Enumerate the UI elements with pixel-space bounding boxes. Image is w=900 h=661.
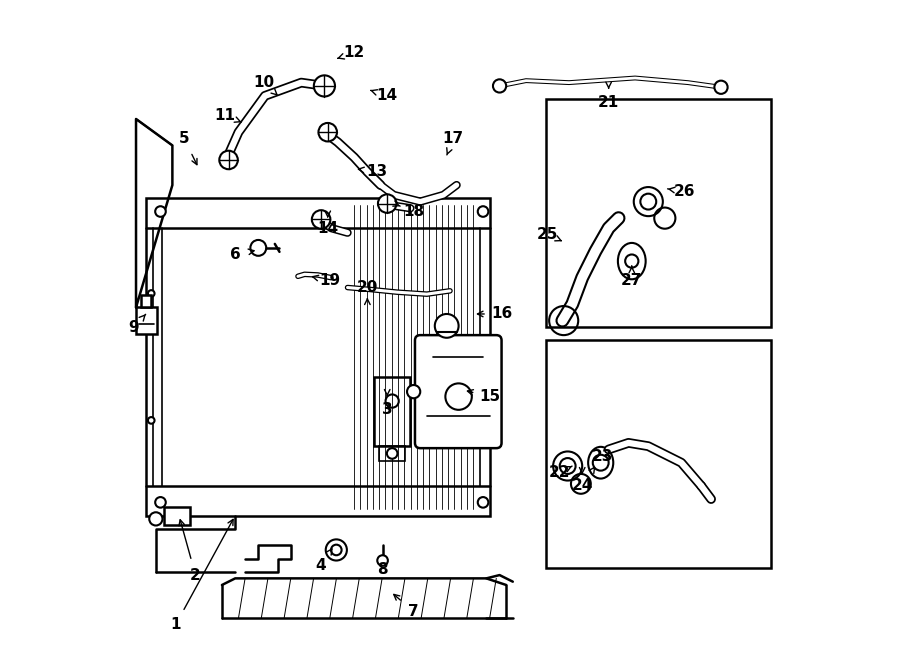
Circle shape [326, 539, 346, 561]
Text: 24: 24 [572, 479, 593, 493]
Text: 11: 11 [215, 108, 236, 123]
Text: 15: 15 [479, 389, 500, 404]
Circle shape [387, 448, 398, 459]
Bar [374, 377, 410, 446]
Circle shape [220, 151, 238, 169]
Circle shape [560, 458, 576, 474]
Bar [165, 507, 190, 525]
Bar [379, 446, 405, 461]
Circle shape [155, 206, 166, 217]
Circle shape [377, 555, 388, 566]
Text: 21: 21 [598, 95, 619, 110]
Circle shape [148, 417, 155, 424]
Text: 8: 8 [377, 563, 388, 577]
Circle shape [478, 206, 489, 217]
Text: 23: 23 [591, 449, 613, 463]
Circle shape [319, 123, 337, 141]
Text: 2: 2 [190, 568, 201, 582]
Text: 22: 22 [548, 465, 570, 480]
Text: 26: 26 [674, 184, 696, 199]
Text: 7: 7 [409, 604, 419, 619]
Circle shape [149, 512, 163, 525]
Bar [136, 307, 158, 334]
Text: 20: 20 [356, 280, 378, 295]
Circle shape [331, 545, 342, 555]
Circle shape [715, 81, 727, 94]
Circle shape [641, 194, 656, 210]
Text: 16: 16 [491, 307, 512, 321]
Text: 12: 12 [344, 46, 364, 60]
Text: 14: 14 [317, 221, 338, 235]
Text: 27: 27 [621, 274, 643, 288]
Text: 6: 6 [230, 247, 240, 262]
Text: 18: 18 [403, 204, 424, 219]
Circle shape [148, 290, 155, 297]
Circle shape [435, 314, 459, 338]
Circle shape [378, 194, 397, 213]
Text: 25: 25 [537, 227, 559, 242]
Text: 3: 3 [382, 403, 392, 417]
Text: 1: 1 [170, 617, 181, 632]
Text: 10: 10 [253, 75, 274, 90]
Text: 17: 17 [443, 132, 464, 146]
Text: 9: 9 [129, 320, 140, 334]
FancyBboxPatch shape [415, 335, 501, 448]
Text: 4: 4 [316, 558, 327, 572]
Circle shape [314, 75, 335, 97]
Text: 19: 19 [320, 274, 340, 288]
Text: 14: 14 [376, 89, 398, 103]
Circle shape [478, 497, 489, 508]
Circle shape [250, 240, 266, 256]
Circle shape [312, 210, 330, 229]
Circle shape [407, 385, 420, 398]
Bar [545, 99, 770, 327]
Bar [545, 340, 770, 568]
Bar [141, 295, 151, 307]
Circle shape [155, 497, 166, 508]
Text: 5: 5 [179, 132, 190, 146]
Text: 13: 13 [366, 165, 388, 179]
Circle shape [493, 79, 506, 93]
Bar [146, 198, 490, 516]
